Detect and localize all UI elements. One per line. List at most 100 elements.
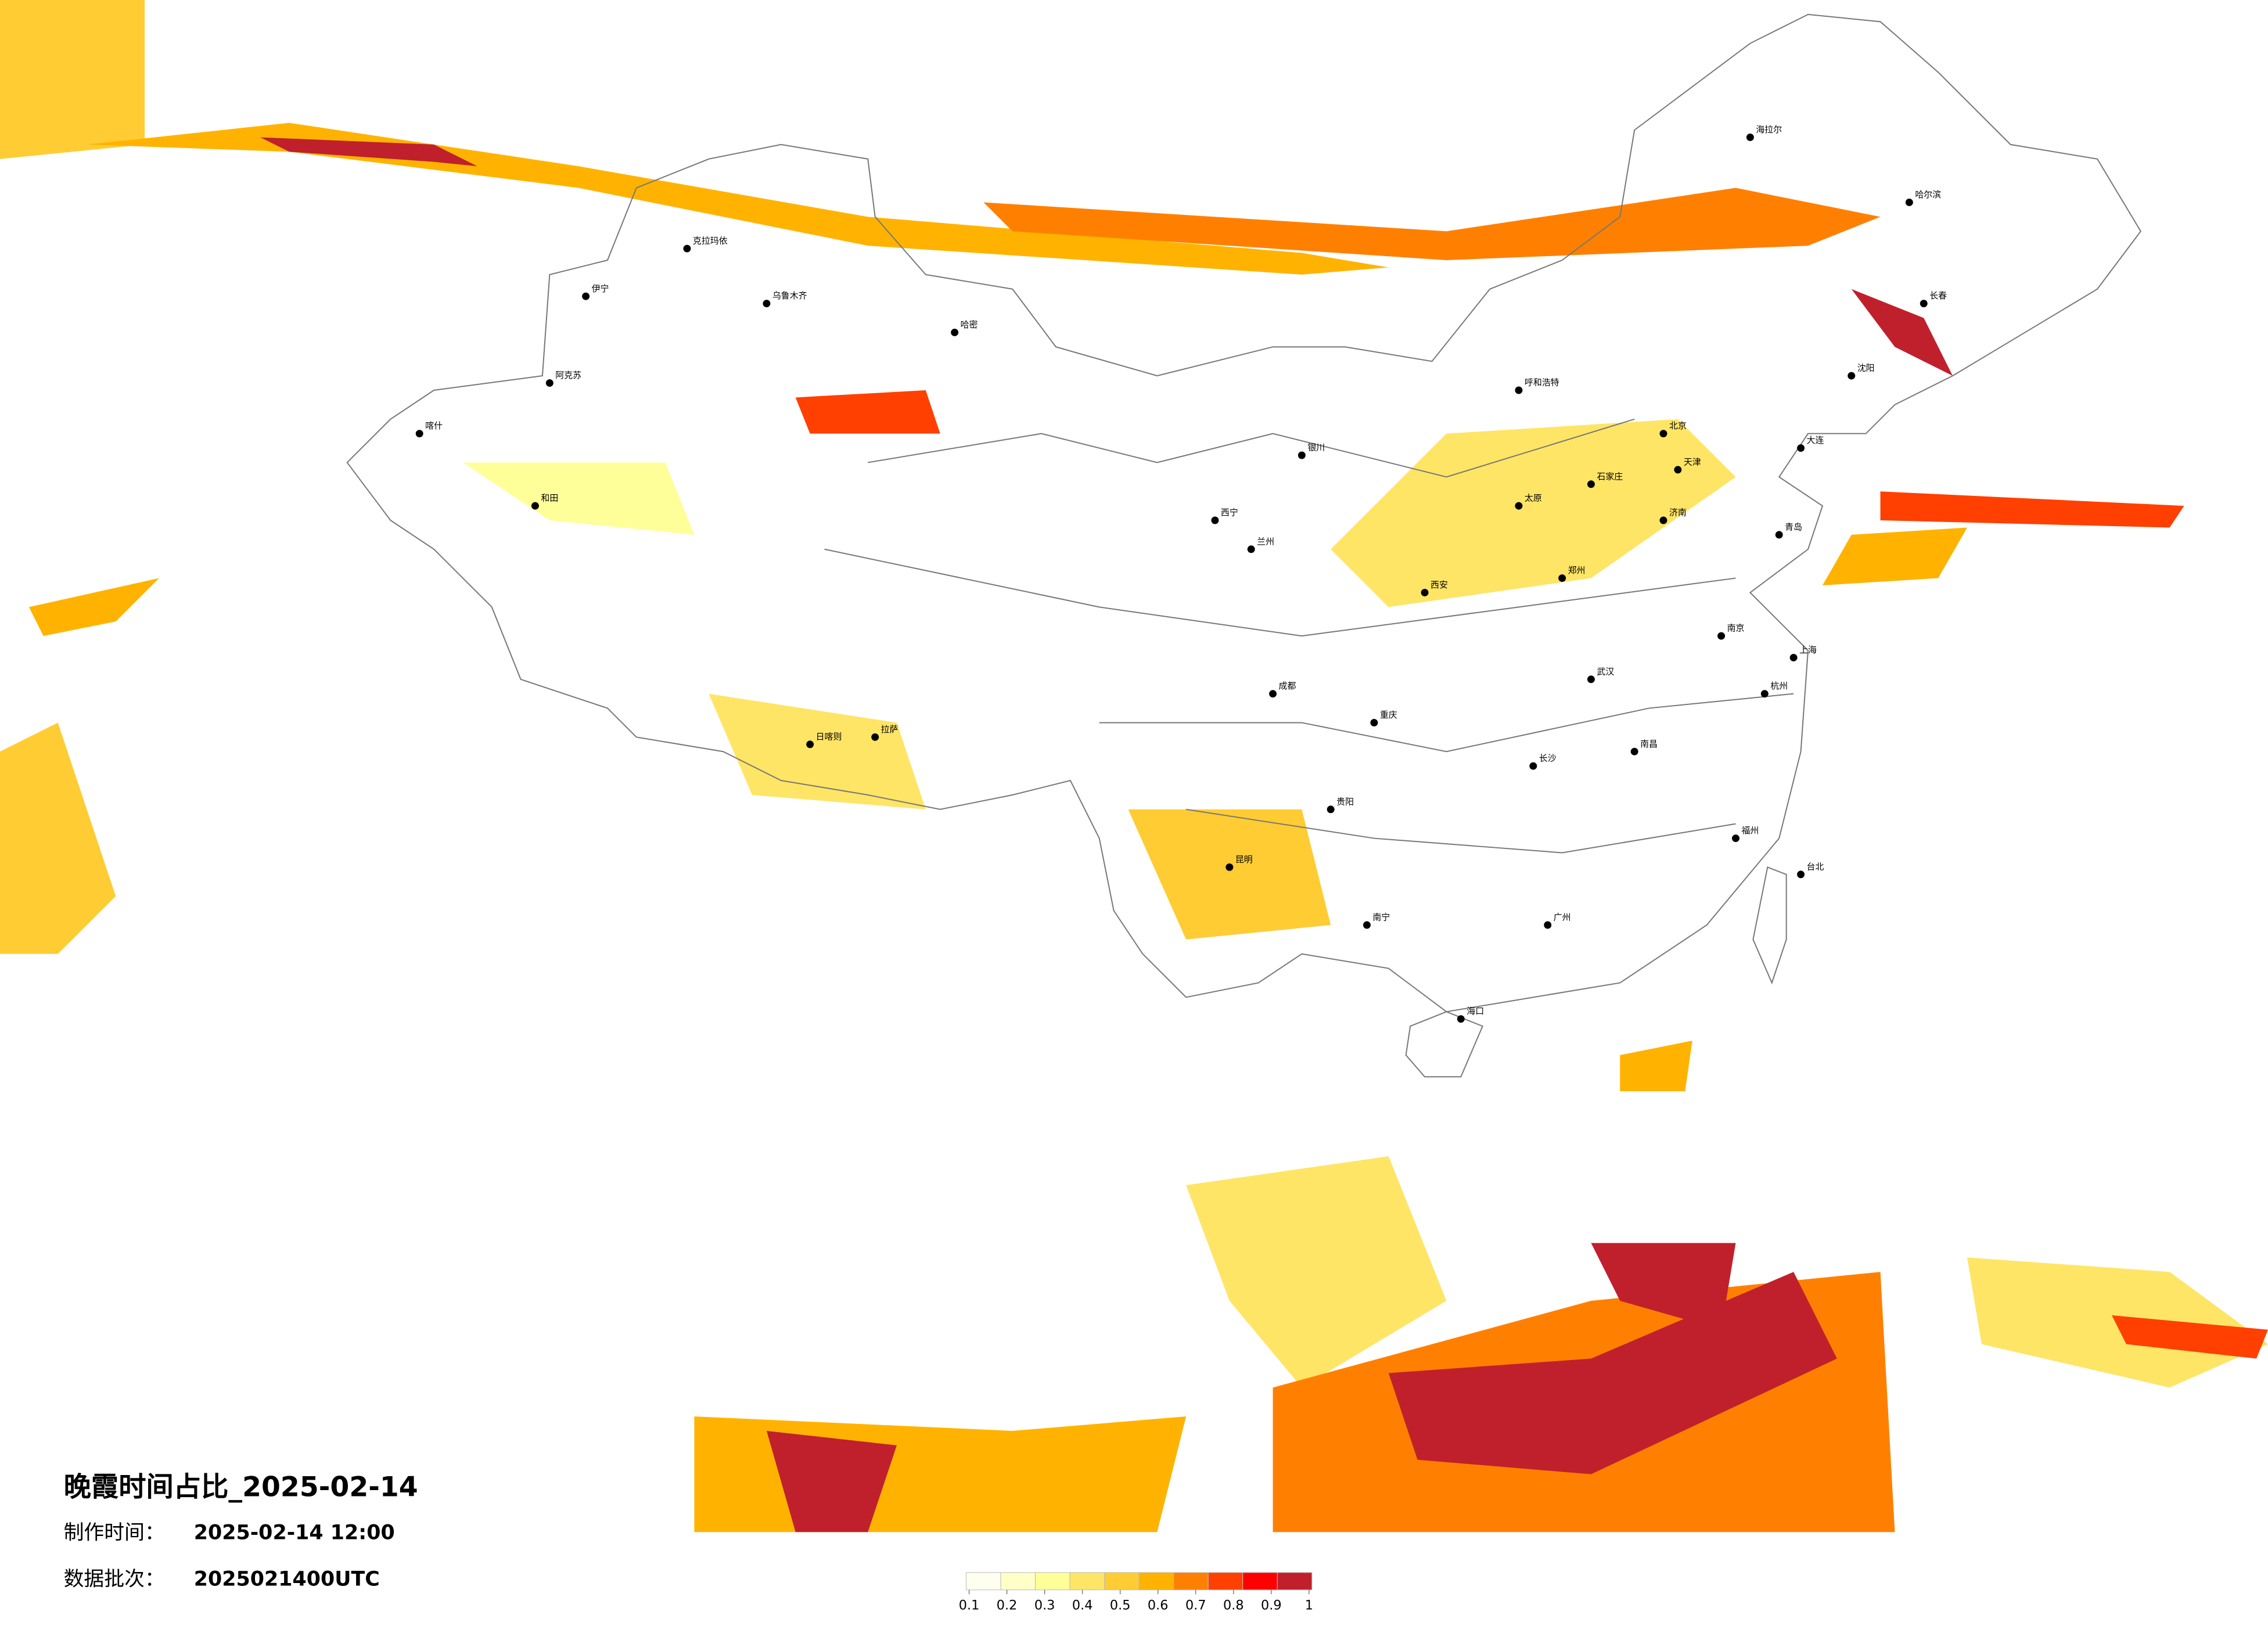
city-label: 拉萨 [881, 724, 898, 735]
city-dot [1529, 762, 1537, 770]
city-dot [1587, 480, 1595, 488]
colorbar-tick-label: 0.3 [1034, 1598, 1055, 1613]
city-dot [1717, 632, 1726, 640]
colorbar-tick-label: 0.4 [1072, 1598, 1093, 1613]
map-title: 晚霞时间占比_2025-02-14 [64, 1472, 418, 1503]
city-dot [763, 300, 771, 308]
city-dot [1297, 451, 1306, 459]
colorbar-tick-label: 0.6 [1148, 1598, 1169, 1613]
city-dot [1269, 690, 1277, 698]
city-label: 福州 [1741, 825, 1759, 836]
city-dot [1515, 386, 1523, 394]
glow-area [260, 137, 477, 167]
city-dot [1746, 133, 1754, 141]
colorbar-tick-label: 0.7 [1185, 1598, 1206, 1613]
city-label: 北京 [1669, 420, 1687, 431]
city-dot [1797, 444, 1805, 452]
colorbar: 0.1 0.2 0.3 0.4 0.5 0.6 0.7 0.8 0.9 1 [959, 1572, 1313, 1613]
batch-label: 数据批次： [64, 1567, 165, 1591]
city-label: 郑州 [1568, 565, 1586, 575]
city-dot [1363, 921, 1371, 929]
city-dot [1247, 545, 1255, 553]
colorbar-tick-label: 0.1 [959, 1598, 980, 1613]
city-dot [1558, 574, 1566, 582]
city-label: 西安 [1430, 580, 1448, 590]
batch-value: 2025021400UTC [194, 1567, 380, 1591]
glow-area [1880, 491, 2184, 528]
city-label: 长春 [1929, 290, 1947, 301]
colorbar-cell [1207, 1572, 1243, 1591]
city-label: 青岛 [1785, 521, 1802, 532]
city-label: 太原 [1525, 493, 1542, 503]
hainan-border [1405, 1011, 1484, 1078]
city-dot [1211, 516, 1219, 524]
glow-area [28, 578, 159, 636]
city-dot [1732, 834, 1739, 843]
city-dot [531, 502, 539, 510]
city-dot [1760, 690, 1769, 698]
city-dot [1457, 1015, 1465, 1023]
city-dot [1225, 863, 1234, 871]
city-label: 西宁 [1221, 508, 1238, 518]
glow-area [1591, 1243, 1736, 1330]
glow-area [1128, 809, 1331, 940]
city-label: 银川 [1307, 443, 1325, 453]
glow-area [1331, 419, 1736, 607]
colorbar-cell [1104, 1572, 1140, 1591]
made-time: 2025-02-14 12:00 [194, 1521, 395, 1545]
city-dot [545, 379, 553, 387]
city-dot [415, 430, 423, 438]
city-dot [1370, 718, 1378, 726]
city-label: 广州 [1554, 912, 1571, 922]
city-label: 哈尔滨 [1915, 189, 1941, 200]
city-label: 昆明 [1235, 854, 1253, 865]
glow-area [0, 722, 116, 954]
city-dot [1544, 921, 1552, 929]
city-label: 乌鲁木齐 [772, 290, 807, 301]
colorbar-tick-label: 1 [1305, 1598, 1313, 1613]
city-label: 济南 [1669, 508, 1687, 518]
city-label: 台北 [1807, 861, 1824, 872]
city-dot [1327, 805, 1335, 814]
city-dot [1659, 516, 1667, 524]
colorbar-cell [966, 1572, 1001, 1591]
city-dot [582, 292, 590, 300]
city-dot [1775, 531, 1783, 539]
glow-area [983, 188, 1881, 260]
city-label: 南京 [1727, 623, 1745, 634]
colorbar-cell [1138, 1572, 1174, 1591]
glow-area [1186, 1156, 1447, 1388]
china-border [346, 13, 2142, 1013]
colorbar-cell [1069, 1572, 1105, 1591]
colorbar-cell [1277, 1572, 1313, 1591]
colorbar-tick-label: 0.9 [1261, 1598, 1282, 1613]
city-dot [1789, 653, 1798, 661]
colorbar-cell [1035, 1572, 1070, 1591]
city-dot [1920, 300, 1928, 308]
city-label: 哈密 [961, 319, 978, 330]
city-label: 天津 [1684, 456, 1701, 467]
city-label: 克拉玛依 [693, 236, 728, 246]
glow-area [795, 390, 940, 434]
city-dot [1848, 372, 1856, 380]
colorbar-tick-label: 0.8 [1223, 1598, 1244, 1613]
city-label: 上海 [1799, 645, 1817, 655]
city-dot [1659, 430, 1667, 438]
city-label: 阿克苏 [555, 370, 581, 380]
city-label: 呼和浩特 [1525, 377, 1559, 388]
colorbar-tick-label: 0.5 [1110, 1598, 1131, 1613]
glow-area [1851, 289, 1953, 376]
city-label: 伊宁 [592, 283, 609, 294]
city-label: 重庆 [1380, 710, 1397, 720]
colorbar-tick-label: 0.2 [997, 1598, 1018, 1613]
city-dot [1797, 870, 1805, 879]
city-dot [1515, 502, 1523, 510]
city-dot [683, 244, 691, 253]
city-dot [871, 733, 879, 741]
colorbar-cell [1173, 1572, 1209, 1591]
glow-area [1388, 1272, 1837, 1474]
city-label: 南昌 [1640, 739, 1658, 749]
